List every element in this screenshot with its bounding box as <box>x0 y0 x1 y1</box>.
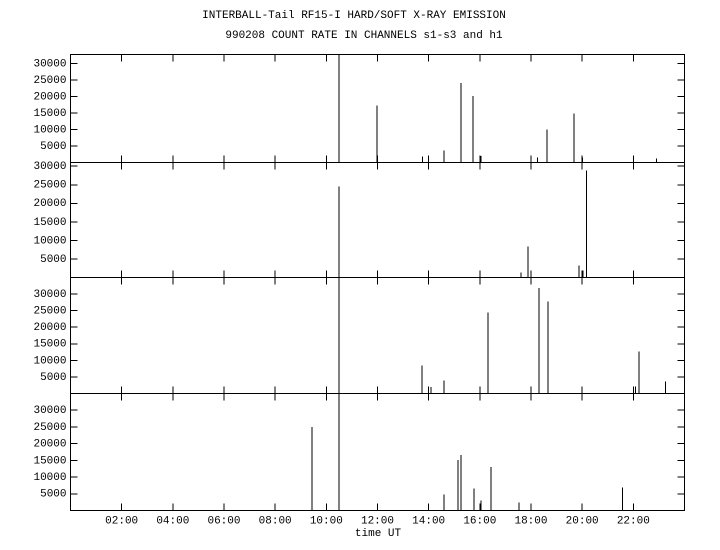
y-tick-label: 5000 <box>40 254 66 266</box>
x-tick-label: 02:00 <box>105 515 138 527</box>
y-tick-label: 15000 <box>33 455 66 467</box>
y-tick-label: 10000 <box>33 235 66 247</box>
x-tick-label: 12:00 <box>361 515 394 527</box>
x-tick-label: 04:00 <box>156 515 189 527</box>
y-tick-label: 20000 <box>33 91 66 103</box>
x-axis-label: time UT <box>355 528 402 540</box>
panel-frame <box>70 54 685 163</box>
panel-frame <box>70 393 685 511</box>
y-tick-label: 25000 <box>33 75 66 87</box>
y-tick-label: 30000 <box>33 58 66 70</box>
x-tick-label: 16:00 <box>463 515 496 527</box>
y-tick-label: 15000 <box>33 108 66 120</box>
y-tick-label: 15000 <box>33 217 66 229</box>
y-tick-label: 25000 <box>33 306 66 318</box>
x-tick-label: 20:00 <box>566 515 599 527</box>
chart-subtitle: 990208 COUNT RATE IN CHANNELS s1-s3 and … <box>225 30 503 42</box>
y-tick-label: 20000 <box>33 198 66 210</box>
x-tick-label: 10:00 <box>310 515 343 527</box>
x-tick-label: 22:00 <box>617 515 650 527</box>
y-tick-label: 25000 <box>33 180 66 192</box>
y-tick-label: 30000 <box>33 289 66 301</box>
x-tick-label: 08:00 <box>259 515 292 527</box>
x-tick-label: 06:00 <box>207 515 240 527</box>
y-tick-label: 30000 <box>33 405 66 417</box>
x-tick-label: 18:00 <box>514 515 547 527</box>
y-tick-label: 5000 <box>40 489 66 501</box>
y-tick-label: 25000 <box>33 422 66 434</box>
y-tick-label: 15000 <box>33 339 66 351</box>
panel-frame <box>70 162 685 278</box>
y-tick-label: 10000 <box>33 355 66 367</box>
panel-frame <box>70 277 685 394</box>
y-tick-label: 5000 <box>40 372 66 384</box>
y-tick-label: 10000 <box>33 472 66 484</box>
x-tick-label: 14:00 <box>412 515 445 527</box>
y-tick-label: 20000 <box>33 439 66 451</box>
y-tick-label: 5000 <box>40 141 66 153</box>
y-tick-label: 10000 <box>33 124 66 136</box>
y-tick-label: 30000 <box>33 161 66 173</box>
y-tick-label: 20000 <box>33 322 66 334</box>
chart-title: INTERBALL-Tail RF15-I HARD/SOFT X-RAY EM… <box>202 10 506 22</box>
